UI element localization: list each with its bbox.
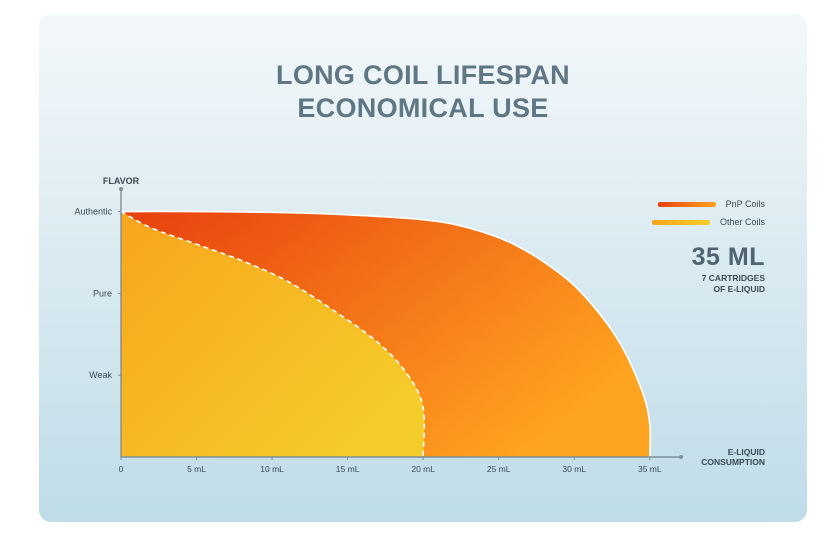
x-tick-label: 20 mL xyxy=(411,464,435,474)
highlight-value: 35 ML xyxy=(691,243,765,271)
legend-swatch-other xyxy=(651,219,710,225)
x-axis-end-dot xyxy=(679,455,683,459)
legend-item-other: Other Coils xyxy=(651,217,765,227)
legend-label-other: Other Coils xyxy=(719,217,765,227)
x-tick-label: 35 mL xyxy=(638,464,662,474)
x-tick-label: 25 mL xyxy=(487,464,511,474)
y-tick-label: Authentic xyxy=(74,207,112,217)
title-line-1: LONG COIL LIFESPAN xyxy=(276,60,570,90)
area-other-coils xyxy=(121,211,425,457)
line-other-coils xyxy=(120,210,426,458)
y-axis-end-dot xyxy=(119,187,123,191)
legend-swatch-pnp xyxy=(657,201,716,207)
line-pnp-coils xyxy=(120,210,652,458)
x-axis-title-line: E-LIQUID xyxy=(728,447,765,457)
y-axis-title: FLAVOR xyxy=(103,176,140,186)
chart-title: LONG COIL LIFESPAN ECONOMICAL USE xyxy=(39,59,807,125)
x-tick-label: 30 mL xyxy=(562,464,586,474)
highlight-caption-line-2: OF E-LIQUID xyxy=(713,284,765,294)
area-chart: FLAVOR Weak Pure Authentic 0 5 mL 10 mL 15 mL 20… xyxy=(74,176,765,474)
chart-card: LONG COIL LIFESPAN ECONOMICAL USE FLAVOR… xyxy=(39,14,807,522)
highlight-caption-line-1: 7 CARTRIDGES xyxy=(701,273,765,283)
x-tick-label: 10 mL xyxy=(260,464,284,474)
highlight-caption: 7 CARTRIDGES OF E-LIQUID xyxy=(702,273,765,295)
y-tick-label: Weak xyxy=(89,370,112,380)
title-line-2: ECONOMICAL USE xyxy=(297,93,549,123)
x-axis-title-line: CONSUMPTION xyxy=(701,457,765,467)
x-tick-label: 0 xyxy=(119,464,124,474)
legend-label-pnp: PnP Coils xyxy=(725,199,765,209)
y-tick-label: Pure xyxy=(93,288,112,298)
legend-item-pnp: PnP Coils xyxy=(657,199,765,209)
x-tick-label: 15 mL xyxy=(336,464,360,474)
x-tick-label: 5 mL xyxy=(187,464,206,474)
